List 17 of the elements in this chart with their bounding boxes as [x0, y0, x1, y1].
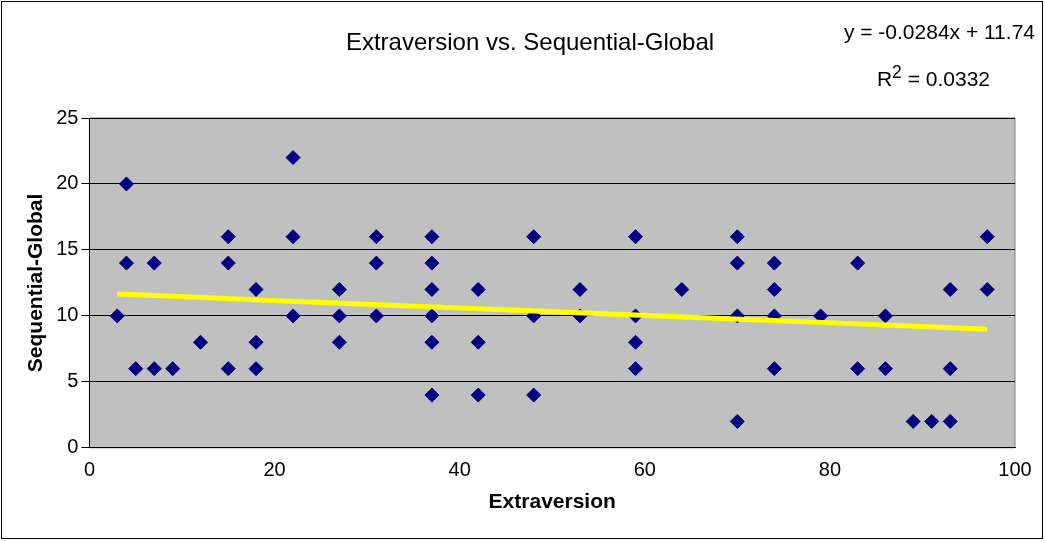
y-tick-label: 25: [56, 105, 79, 128]
x-tick-label: 60: [633, 458, 656, 481]
text: y = -0.0284x + 11.74: [843, 20, 1035, 44]
y-tick-label: 0: [67, 435, 79, 458]
text: R$^{2}$ = 0.0332: [876, 62, 990, 91]
x-axis-title: Extraversion: [488, 489, 616, 513]
x-tick-label: 80: [818, 458, 842, 481]
chart-title: Extraversion vs. Sequential-Global: [345, 28, 715, 55]
x-tick-label: 20: [263, 458, 286, 481]
y-tick-label: 10: [56, 303, 79, 326]
y-axis-title: Sequential-Global: [23, 193, 47, 373]
x-tick-label: 100: [998, 458, 1032, 481]
y-tick-label: 5: [67, 369, 79, 392]
y-tick-label: 15: [56, 237, 79, 260]
x-tick-label: 40: [448, 458, 471, 481]
y-tick-label: 20: [56, 171, 79, 194]
x-tick-label: 0: [83, 458, 96, 481]
